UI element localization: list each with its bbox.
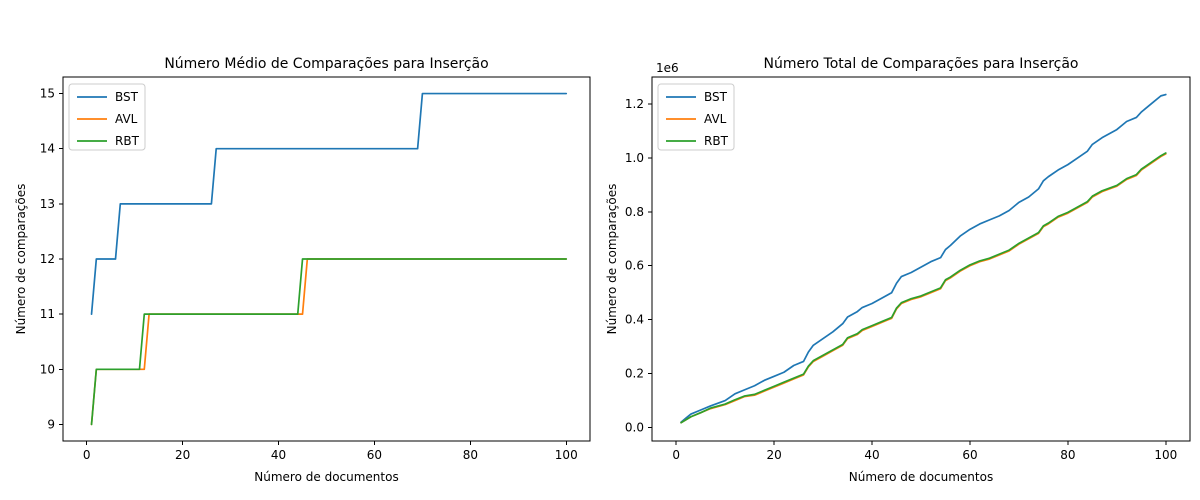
x-tick-label-average-60: 60 [367, 448, 382, 462]
series-line-bst-total [680, 93, 1167, 423]
x-axis-total: 0 20 40 60 80 100 [672, 441, 1177, 462]
y-axis-average: 9 10 11 12 13 14 15 [40, 87, 63, 431]
chart-title-average: Número Médio de Comparações para Inserçã… [164, 56, 488, 72]
x-tick-label-total-40: 40 [864, 448, 879, 462]
x-tick-label-total-0: 0 [672, 448, 680, 462]
series-line-rbt-total [680, 152, 1167, 424]
y-axis-offset-text-total: 1e6 [656, 61, 679, 75]
legend-label-avl-total: AVL [704, 112, 727, 126]
x-tick-label-total-20: 20 [766, 448, 781, 462]
series-line-rbt-average [90, 258, 568, 426]
legend-average: BST AVL RBT [68, 83, 146, 151]
y-axis-label-total: Número de comparações [605, 184, 619, 335]
y-tick-label-average-5: 14 [40, 142, 55, 156]
y-tick-label-total-3: 0.6 [625, 259, 644, 273]
y-axis-label-average: Número de comparações [14, 184, 28, 335]
x-tick-label-average-80: 80 [463, 448, 478, 462]
legend-box-average [68, 83, 146, 151]
y-tick-label-average-0: 9 [47, 417, 55, 431]
x-tick-label-average-100: 100 [555, 448, 578, 462]
y-tick-label-average-4: 13 [40, 197, 55, 211]
axes-total: 0 20 40 60 80 100 0.0 0.2 0.4 0.6 0.8 1.0 1.2 BST AV… [625, 76, 1191, 462]
series-line-bst-average [90, 92, 568, 315]
y-tick-label-total-4: 0.8 [625, 205, 644, 219]
legend-label-bst-average: BST [115, 90, 139, 104]
plot-frame-total [651, 76, 1191, 442]
y-tick-label-total-2: 0.4 [625, 313, 644, 327]
x-tick-label-total-80: 80 [1060, 448, 1075, 462]
legend-label-avl-average: AVL [115, 112, 138, 126]
y-tick-label-total-5: 1.0 [625, 151, 644, 165]
x-tick-label-average-20: 20 [175, 448, 190, 462]
x-axis-label-average: Número de documentos [254, 470, 398, 484]
legend-label-rbt-average: RBT [115, 134, 140, 148]
x-tick-label-total-60: 60 [962, 448, 977, 462]
y-tick-label-average-2: 11 [40, 307, 55, 321]
chart-panel-total: 0 20 40 60 80 100 0.0 0.2 0.4 0.6 0.8 1.0 1.2 BST AV… [605, 56, 1191, 484]
x-axis-label-total: Número de documentos [849, 470, 993, 484]
axes-average: 0 20 40 60 80 100 9 10 11 12 13 14 15 BST AVL RBT [40, 76, 591, 462]
chart-title-total: Número Total de Comparações para Inserçã… [763, 56, 1078, 72]
x-tick-label-average-40: 40 [271, 448, 286, 462]
legend-label-rbt-total: RBT [704, 134, 729, 148]
y-tick-label-average-1: 10 [40, 362, 55, 376]
y-tick-label-total-0: 0.0 [625, 421, 644, 435]
legend-label-bst-total: BST [704, 90, 728, 104]
y-tick-label-total-1: 0.2 [625, 367, 644, 381]
x-tick-label-average-0: 0 [83, 448, 91, 462]
x-axis-average: 0 20 40 60 80 100 [83, 441, 578, 462]
x-tick-label-total-100: 100 [1154, 448, 1177, 462]
y-tick-label-total-6: 1.2 [625, 97, 644, 111]
y-tick-label-average-6: 15 [40, 87, 55, 101]
legend-box-total [657, 83, 735, 151]
legend-total: BST AVL RBT [657, 83, 735, 151]
series-total [680, 93, 1167, 424]
chart-panel-average: 0 20 40 60 80 100 9 10 11 12 13 14 15 BST AVL RBT Núm… [14, 56, 591, 484]
y-tick-label-average-3: 12 [40, 252, 55, 266]
y-axis-total: 0.0 0.2 0.4 0.6 0.8 1.0 1.2 [625, 97, 652, 435]
series-average [90, 92, 568, 426]
